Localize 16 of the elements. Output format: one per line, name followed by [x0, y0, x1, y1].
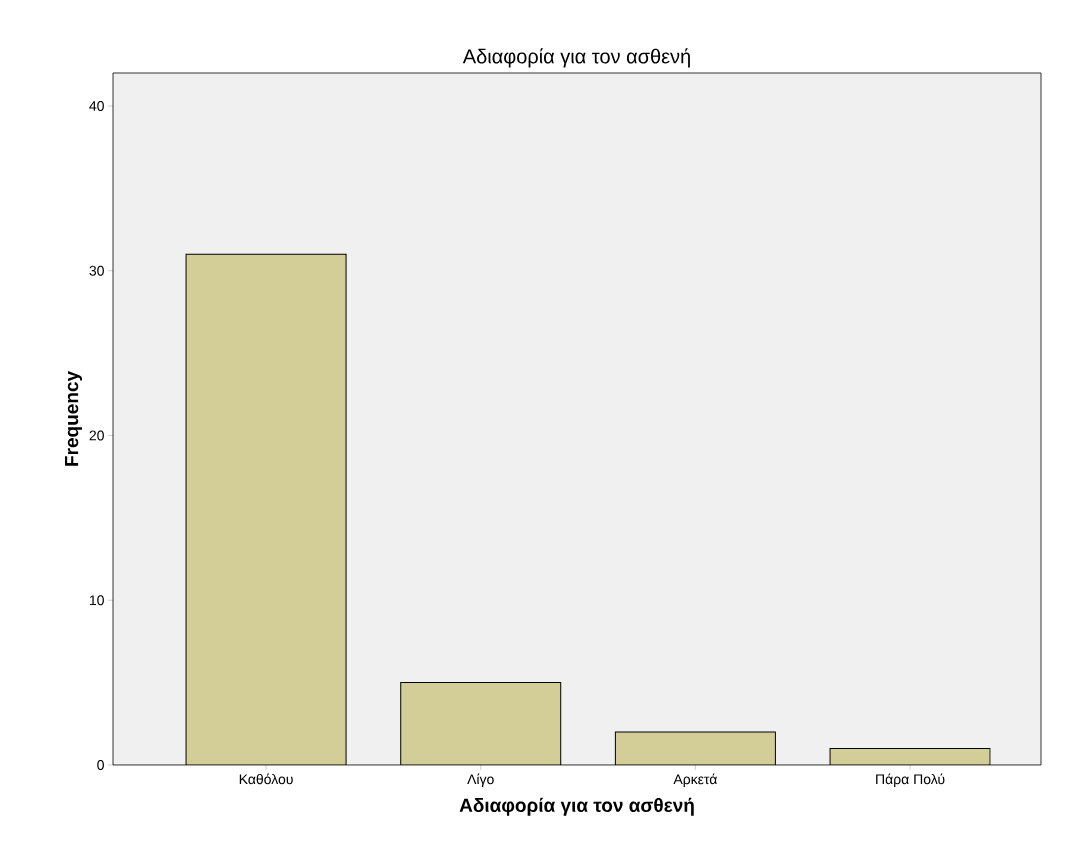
y-tick-label: 30: [89, 265, 104, 276]
bar: [829, 748, 991, 765]
bar: [400, 682, 562, 765]
y-tick-label: 0: [97, 760, 104, 770]
y-tick-label: 40: [89, 100, 104, 111]
x-tick-label: Αρκετά: [673, 773, 717, 787]
bar: [186, 254, 347, 765]
x-tick-label: Καθόλου: [239, 773, 293, 785]
x-tick-label: Πάρα Πολύ: [876, 773, 945, 787]
y-tick-label: 10: [89, 595, 104, 606]
chart-title: Αδιαφορία για τον ασθενή: [462, 48, 690, 68]
y-axis-title: Frequency: [65, 371, 83, 466]
x-axis-title: Αδιαφορία για τον ασθενή: [459, 797, 694, 816]
x-tick-label: Λίγο: [467, 773, 494, 787]
y-tick-label: 20: [89, 430, 104, 441]
bar: [614, 731, 776, 765]
